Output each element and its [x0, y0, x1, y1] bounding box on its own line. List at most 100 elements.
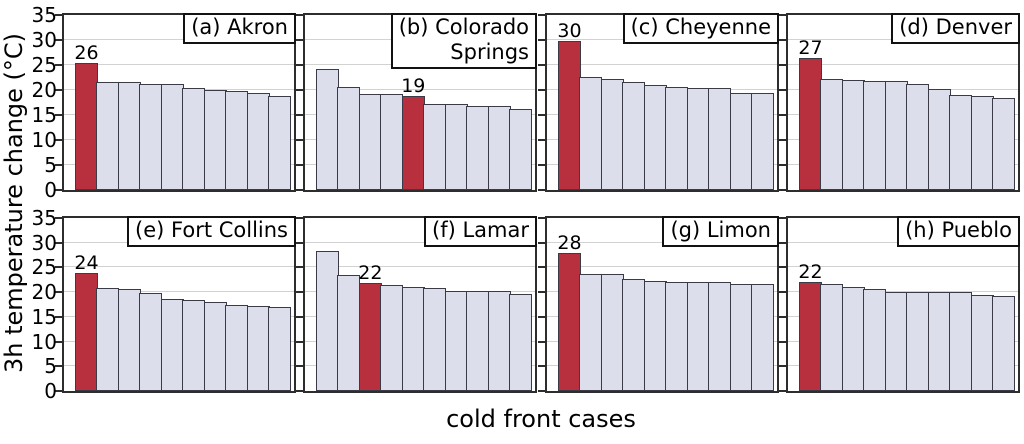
y-tick-mark: [779, 164, 786, 167]
bar: [487, 106, 511, 190]
panel-e: 0 5 10 15 20 25 30 35 24 (e) Fort Collins: [32, 207, 296, 402]
bar: [117, 288, 141, 391]
y-tick-label: 15: [31, 304, 57, 329]
bar: [466, 105, 490, 190]
y-tick-mark: [55, 390, 62, 392]
panel-title-line: (a) Akron: [191, 15, 288, 39]
grid-line: [64, 291, 294, 293]
bar: [337, 275, 361, 391]
panel-title-line: Springs: [450, 40, 529, 65]
highlight-value-label: 28: [557, 232, 582, 255]
y-tick-mark: [296, 340, 303, 343]
grid-line: [788, 266, 1018, 268]
bar: [139, 84, 163, 190]
bar: [182, 300, 206, 391]
y-tick-mark: [779, 64, 786, 66]
bar: [686, 87, 710, 190]
panel-title-line: (g) Limon: [670, 218, 771, 242]
bar: [927, 88, 951, 190]
bar: [643, 84, 667, 190]
y-tick-mark: [55, 315, 62, 318]
bar: [927, 292, 951, 391]
y-tick-label: 25: [31, 53, 57, 77]
y-tick-label: 15: [31, 103, 57, 127]
bar: [992, 295, 1016, 391]
panel-title-line: (c) Cheyenne: [630, 15, 771, 39]
bar: [729, 283, 753, 391]
panel-title-line: (d) Denver: [899, 15, 1012, 39]
bars-group: 30: [557, 15, 775, 190]
y-tick-label: 10: [31, 128, 57, 153]
panel-b: 19 (b) Colorado Springs: [296, 13, 537, 192]
y-tick-mark: [779, 89, 786, 92]
grid-line: [547, 241, 777, 243]
bar: [884, 81, 908, 190]
bar: [380, 94, 404, 190]
panel-title: (g) Limon: [662, 216, 779, 248]
bars-group: 22: [798, 218, 1016, 391]
panel-title: (d) Denver: [891, 13, 1020, 45]
grid-line: [788, 64, 1018, 65]
y-tick-mark: [55, 266, 62, 269]
grid-line: [64, 64, 294, 65]
bar: [643, 281, 667, 391]
bar: [841, 286, 865, 391]
y-tick-label: 10: [31, 329, 57, 354]
x-axis-label: cold front cases: [446, 405, 636, 433]
y-tick-mark: [538, 89, 545, 92]
bars-group: 27: [798, 15, 1016, 190]
bar: [160, 298, 184, 391]
bar: [600, 79, 624, 190]
y-tick-label: 0: [44, 379, 57, 403]
y-tick-label: 5: [44, 153, 57, 178]
bar: [358, 93, 382, 190]
y-tick-mark: [55, 340, 62, 343]
y-tick-mark: [779, 189, 786, 191]
highlight-value-label: 27: [798, 36, 823, 59]
y-tick-mark: [55, 241, 62, 244]
grid-line: [305, 241, 535, 243]
panel-g: 28 (g) Limon: [538, 216, 779, 393]
y-tick-mark: [296, 114, 303, 116]
bar: [992, 98, 1016, 190]
y-tick-mark: [55, 291, 62, 294]
y-tick-mark: [779, 315, 786, 318]
bar: [316, 68, 339, 190]
y-tick-label: 0: [44, 178, 57, 202]
bar: [579, 76, 603, 190]
bar: [906, 83, 930, 190]
panel-title-line: (h) Pueblo: [905, 218, 1012, 242]
y-tick-label: 30: [31, 28, 57, 52]
y-tick-label: 35: [31, 206, 57, 230]
bar: [970, 95, 994, 190]
highlight-value-label: 30: [557, 20, 582, 42]
y-tick-mark: [296, 266, 303, 269]
highlight-bar: 19: [401, 76, 425, 190]
bar: [444, 291, 468, 391]
bar: [337, 87, 361, 190]
y-tick-mark: [779, 114, 786, 116]
y-tick-mark: [55, 189, 62, 191]
bar: [203, 302, 227, 391]
bar: [686, 281, 710, 391]
panel-title: (h) Pueblo: [897, 216, 1020, 248]
y-tick-mark: [296, 39, 303, 41]
y-tick-mark: [779, 365, 786, 368]
highlight-value-label: 24: [74, 251, 99, 274]
grid-line: [788, 291, 1018, 293]
y-tick-label: 20: [31, 280, 57, 305]
bar: [401, 286, 425, 391]
bar: [487, 291, 511, 391]
bar: [96, 81, 120, 190]
bar: [444, 104, 468, 190]
bar: [970, 295, 994, 391]
y-tick-label: 30: [31, 230, 57, 255]
bar: [160, 84, 184, 190]
y-tick-mark: [538, 241, 545, 244]
bar: [906, 292, 930, 391]
y-tick-mark: [55, 64, 62, 66]
y-tick-mark: [538, 39, 545, 41]
y-tick-label: 20: [31, 78, 57, 103]
bar: [509, 293, 533, 391]
panel-title-line: (b) Colorado: [398, 15, 529, 39]
